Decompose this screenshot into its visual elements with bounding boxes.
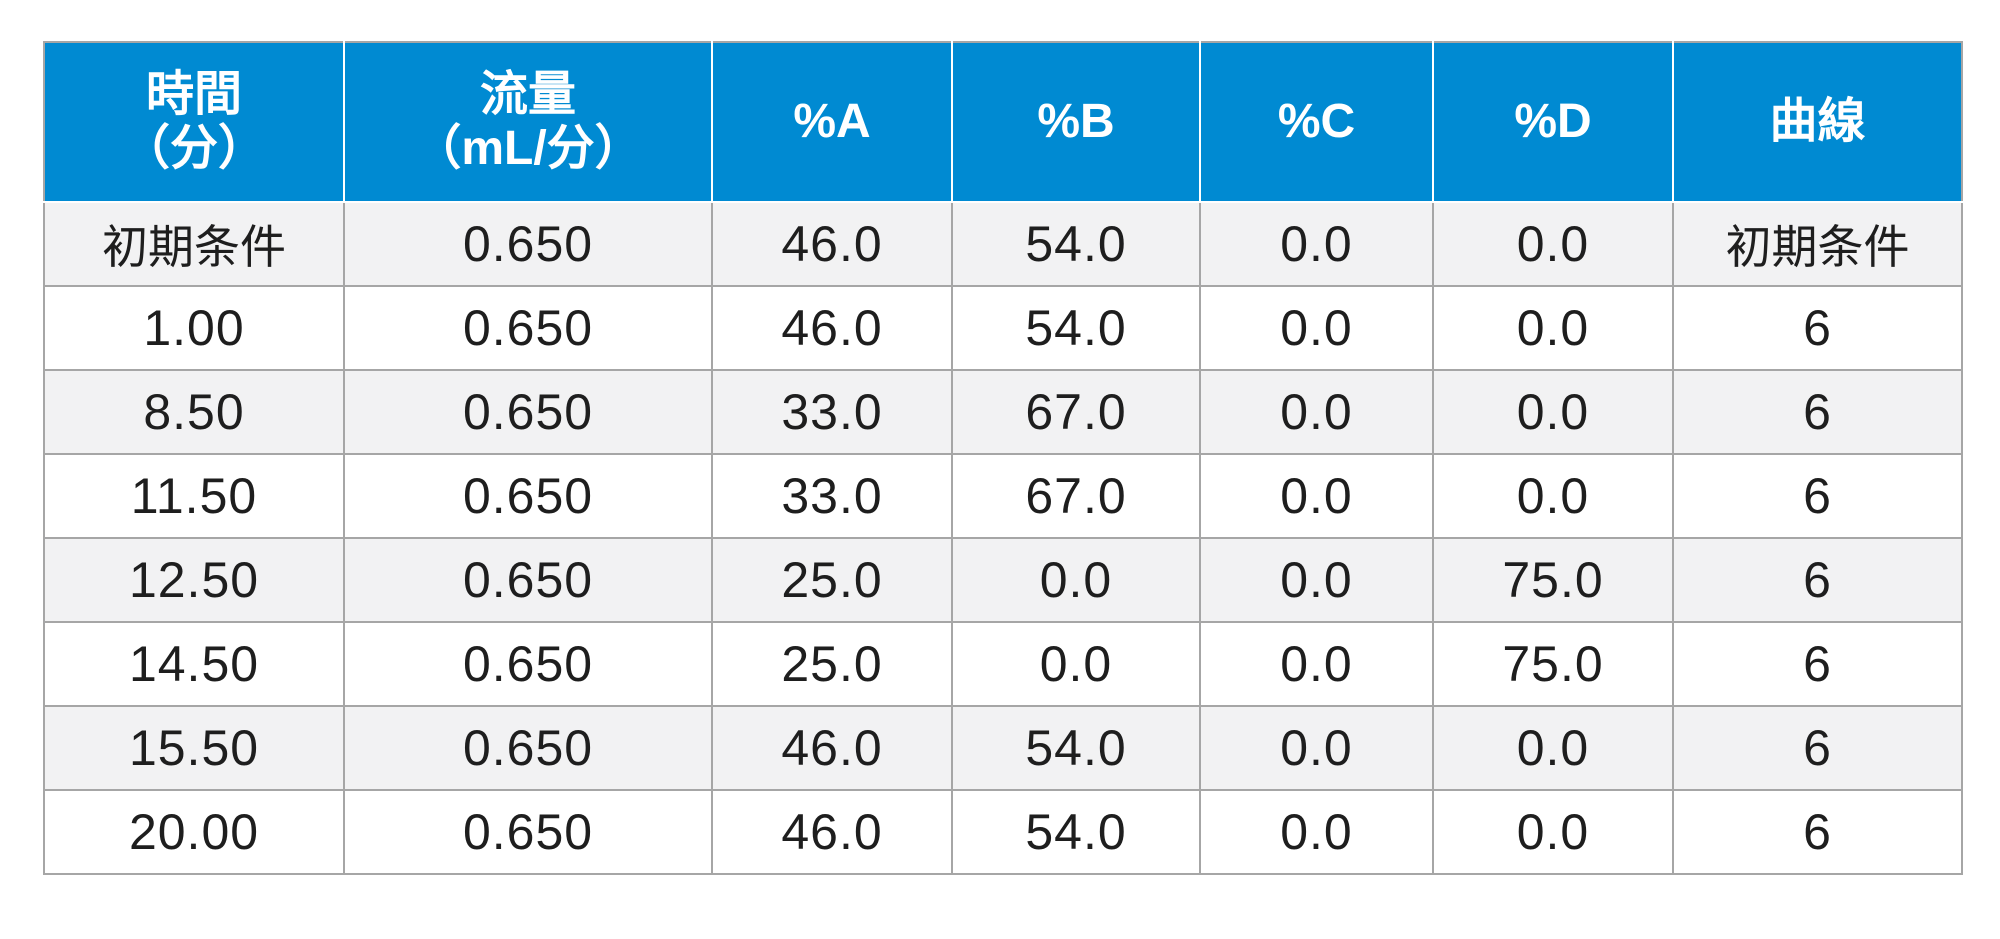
percent-a-cell: 46.0	[711, 201, 953, 287]
column-header-label: %D	[1514, 95, 1592, 148]
time-cell: 12.50	[43, 537, 345, 623]
header-row: 時間 （分） 流量 （mL/分） %A %B %C %D 曲線	[43, 41, 1963, 203]
table-row: 1.00 0.650 46.0 54.0 0.0 0.0 6	[43, 285, 1963, 371]
curve-cell: 6	[1672, 369, 1963, 455]
percent-c-cell: 0.0	[1199, 453, 1434, 539]
flow-cell: 0.650	[343, 201, 713, 287]
time-cell: 20.00	[43, 789, 345, 875]
percent-d-cell: 75.0	[1432, 537, 1674, 623]
percent-d-cell: 0.0	[1432, 789, 1674, 875]
table-row: 11.50 0.650 33.0 67.0 0.0 0.0 6	[43, 453, 1963, 539]
percent-b-cell: 54.0	[951, 705, 1201, 791]
percent-c-cell: 0.0	[1199, 537, 1434, 623]
time-cell: 14.50	[43, 621, 345, 707]
table-row: 15.50 0.650 46.0 54.0 0.0 0.0 6	[43, 705, 1963, 791]
percent-b-cell: 67.0	[951, 369, 1201, 455]
table-body: 初期条件 0.650 46.0 54.0 0.0 0.0 初期条件 1.00 0.650 46.0…	[43, 201, 1963, 875]
percent-b-cell: 0.0	[951, 537, 1201, 623]
percent-c-cell: 0.0	[1199, 369, 1434, 455]
flow-cell: 0.650	[343, 621, 713, 707]
flow-cell: 0.650	[343, 369, 713, 455]
percent-d-cell: 0.0	[1432, 453, 1674, 539]
flow-cell: 0.650	[343, 705, 713, 791]
table-header: 時間 （分） 流量 （mL/分） %A %B %C %D 曲線	[43, 41, 1963, 203]
percent-c-cell: 0.0	[1199, 285, 1434, 371]
percent-a-cell: 46.0	[711, 705, 953, 791]
time-cell: 1.00	[43, 285, 345, 371]
column-header-label: 流量	[479, 68, 576, 121]
time-cell: 11.50	[43, 453, 345, 539]
column-header-label: 時間	[145, 68, 242, 121]
table-row: 12.50 0.650 25.0 0.0 0.0 75.0 6	[43, 537, 1963, 623]
curve-cell: 6	[1672, 537, 1963, 623]
percent-b-cell: 54.0	[951, 201, 1201, 287]
curve-cell: 6	[1672, 285, 1963, 371]
column-header-label: %B	[1037, 95, 1115, 148]
column-header-curve: 曲線	[1672, 41, 1963, 203]
percent-a-cell: 33.0	[711, 369, 953, 455]
curve-cell: 6	[1672, 453, 1963, 539]
percent-b-cell: 54.0	[951, 789, 1201, 875]
flow-cell: 0.650	[343, 285, 713, 371]
column-header-unit: （mL/分）	[413, 122, 643, 175]
time-cell: 初期条件	[43, 201, 345, 287]
flow-cell: 0.650	[343, 453, 713, 539]
column-header-b: %B	[951, 41, 1201, 203]
column-header-time: 時間 （分）	[43, 41, 345, 203]
curve-cell: 初期条件	[1672, 201, 1963, 287]
column-header-a: %A	[711, 41, 953, 203]
percent-d-cell: 0.0	[1432, 369, 1674, 455]
table-row: 8.50 0.650 33.0 67.0 0.0 0.0 6	[43, 369, 1963, 455]
column-header-unit: （分）	[121, 122, 266, 175]
percent-d-cell: 0.0	[1432, 705, 1674, 791]
column-header-label: %A	[793, 95, 871, 148]
gradient-table: 時間 （分） 流量 （mL/分） %A %B %C %D 曲線 初期条	[43, 41, 1963, 875]
column-header-flow: 流量 （mL/分）	[343, 41, 713, 203]
table-row: 14.50 0.650 25.0 0.0 0.0 75.0 6	[43, 621, 1963, 707]
percent-d-cell: 0.0	[1432, 285, 1674, 371]
percent-c-cell: 0.0	[1199, 705, 1434, 791]
table-row: 20.00 0.650 46.0 54.0 0.0 0.0 6	[43, 789, 1963, 875]
percent-a-cell: 46.0	[711, 789, 953, 875]
percent-a-cell: 33.0	[711, 453, 953, 539]
percent-c-cell: 0.0	[1199, 201, 1434, 287]
curve-cell: 6	[1672, 789, 1963, 875]
percent-a-cell: 25.0	[711, 621, 953, 707]
percent-b-cell: 0.0	[951, 621, 1201, 707]
percent-d-cell: 75.0	[1432, 621, 1674, 707]
percent-a-cell: 46.0	[711, 285, 953, 371]
time-cell: 15.50	[43, 705, 345, 791]
column-header-label: 曲線	[1769, 95, 1866, 148]
percent-b-cell: 67.0	[951, 453, 1201, 539]
percent-b-cell: 54.0	[951, 285, 1201, 371]
curve-cell: 6	[1672, 705, 1963, 791]
time-cell: 8.50	[43, 369, 345, 455]
percent-a-cell: 25.0	[711, 537, 953, 623]
percent-c-cell: 0.0	[1199, 789, 1434, 875]
column-header-label: %C	[1277, 95, 1356, 148]
percent-d-cell: 0.0	[1432, 201, 1674, 287]
column-header-d: %D	[1432, 41, 1674, 203]
percent-c-cell: 0.0	[1199, 621, 1434, 707]
table-row: 初期条件 0.650 46.0 54.0 0.0 0.0 初期条件	[43, 201, 1963, 287]
flow-cell: 0.650	[343, 789, 713, 875]
column-header-c: %C	[1199, 41, 1434, 203]
curve-cell: 6	[1672, 621, 1963, 707]
flow-cell: 0.650	[343, 537, 713, 623]
